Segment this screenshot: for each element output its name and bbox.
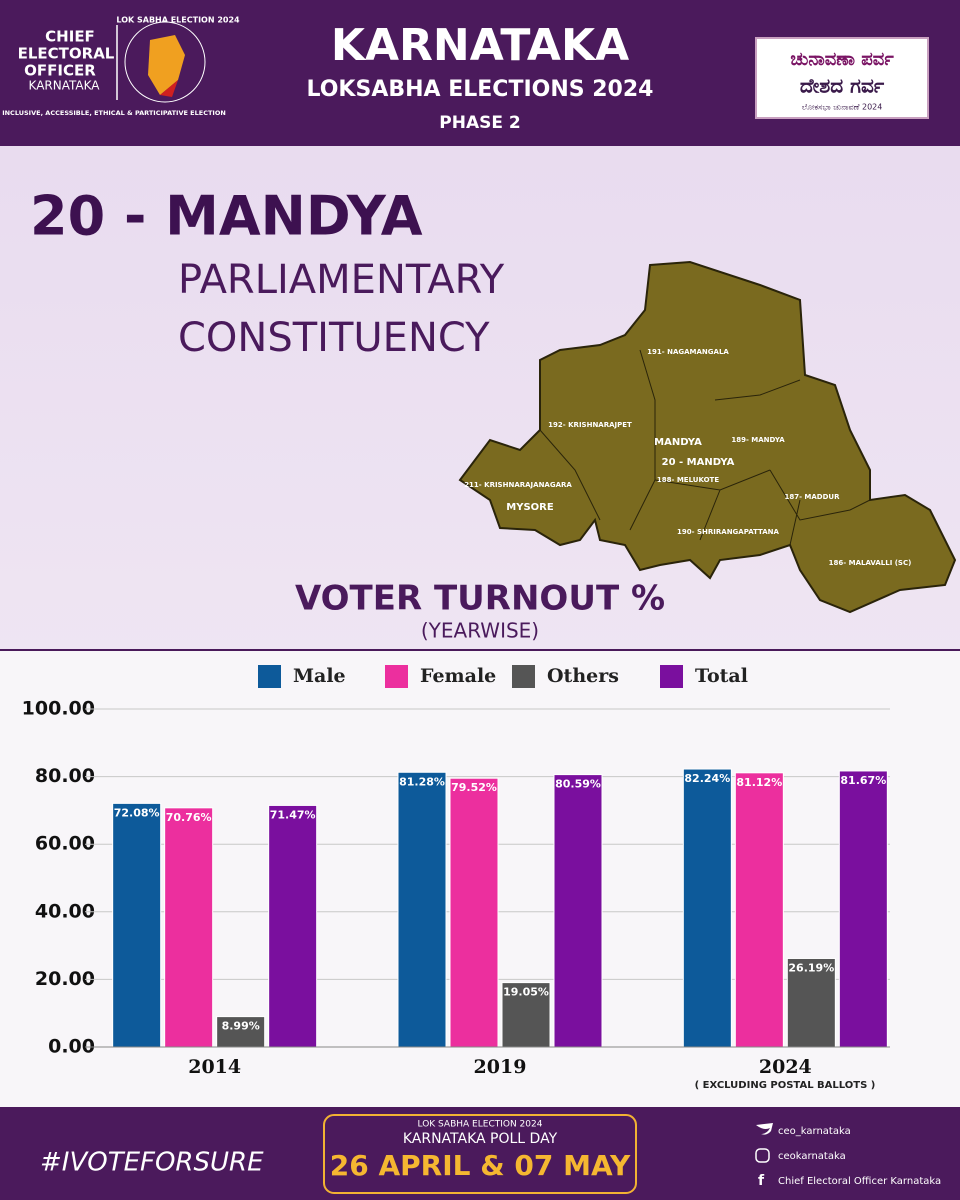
legend-label: Total xyxy=(695,665,748,687)
legend-swatch xyxy=(660,665,683,688)
logo-line: OFFICER xyxy=(24,62,96,80)
chart-subtitle: (YEARWISE) xyxy=(421,619,539,643)
y-tick-label: 20.00 xyxy=(35,968,95,990)
value-label: 70.76% xyxy=(166,811,212,824)
badge-box xyxy=(755,37,929,119)
ceo-logo: CHIEF ELECTORAL OFFICER KARNATAKA LOK SA… xyxy=(2,16,240,118)
logo-line: CHIEF xyxy=(45,28,95,46)
facebook-handle: Chief Electoral Officer Karnataka xyxy=(778,1176,941,1187)
y-tick-label: 100.00 xyxy=(22,698,95,720)
header-subtitle: LOKSABHA ELECTIONS 2024 xyxy=(307,77,654,102)
map-label: 211- KRISHNARAJANAGARA xyxy=(464,481,572,489)
poll-dates: 26 APRIL & 07 MAY xyxy=(330,1149,631,1182)
logo-ring xyxy=(124,21,206,103)
value-label: 81.28% xyxy=(399,775,445,788)
map-label: 191- NAGAMANGALA xyxy=(647,348,729,356)
legend-label: Others xyxy=(547,665,619,687)
badge-line: ಲೋಕಸಭಾ ಚುನಾವಣೆ 2024 xyxy=(802,103,883,112)
y-tick-label: 0.00 xyxy=(48,1036,95,1058)
badge-line: ಚುನಾವಣಾ ಪರ್ವ xyxy=(790,49,894,70)
legend-label: Male xyxy=(293,665,346,687)
x-tick-label: 2014 xyxy=(188,1056,241,1078)
y-tick-label: 60.00 xyxy=(35,833,95,855)
value-label: 82.24% xyxy=(684,772,730,785)
header-phase: PHASE 2 xyxy=(439,113,520,133)
map-label: MYSORE xyxy=(506,502,554,513)
bar xyxy=(786,957,836,1048)
bar xyxy=(682,768,732,1048)
logo-line: KARNATAKA xyxy=(29,79,101,93)
logo-tagline: INCLUSIVE, ACCESSIBLE, ETHICAL & PARTICI… xyxy=(2,109,226,117)
x-tick-label: 2024 xyxy=(759,1056,812,1078)
logo-ring-text: LOK SABHA ELECTION 2024 xyxy=(116,16,240,25)
map-label: 190- SHRIRANGAPATTANA xyxy=(677,528,779,536)
map-label: 192- KRISHNARAJPET xyxy=(548,421,632,429)
bar xyxy=(553,774,603,1048)
poll-label: KARNATAKA POLL DAY xyxy=(403,1131,558,1147)
map-shape xyxy=(458,260,957,614)
bar xyxy=(501,982,551,1048)
logo-map xyxy=(148,35,185,95)
constituency-name: 20 - MANDYA xyxy=(30,185,423,248)
value-label: 81.67% xyxy=(840,774,886,787)
map-label: 187- MADDUR xyxy=(784,493,840,501)
instagram-handle: ceokarnataka xyxy=(778,1151,846,1162)
map-label: 189- MANDYA xyxy=(731,436,785,444)
value-label: 8.99% xyxy=(222,1020,260,1033)
map-label: 188- MELUKOTE xyxy=(657,476,719,484)
logo-map xyxy=(160,80,178,97)
value-label: 26.19% xyxy=(788,961,834,974)
legend-swatch xyxy=(258,665,281,688)
y-tick-label: 40.00 xyxy=(35,900,95,922)
map-label: MANDYA xyxy=(654,437,702,448)
header-title: KARNATAKA xyxy=(331,20,629,71)
bar xyxy=(164,807,214,1048)
map-label: 186- MALAVALLI (SC) xyxy=(829,559,912,567)
legend-swatch xyxy=(512,665,535,688)
x-tick-label: 2019 xyxy=(474,1056,527,1078)
bar xyxy=(397,771,447,1048)
bar xyxy=(734,772,784,1048)
facebook-icon: f xyxy=(758,1173,765,1189)
poll-box xyxy=(323,1114,637,1194)
footer-bar xyxy=(0,1107,960,1200)
value-label: 80.59% xyxy=(555,778,601,791)
badge: ಚುನಾವಣಾ ಪರ್ವ ದೇಶದ ಗರ್ವ ಲೋಕಸಭಾ ಚುನಾವಣೆ 20… xyxy=(755,37,929,119)
y-tick-label: 80.00 xyxy=(35,765,95,787)
social: ceo_karnataka ceokarnataka f Chief Elect… xyxy=(755,1123,941,1189)
bar xyxy=(838,770,888,1048)
badge-line: ದೇಶದ ಗರ್ವ xyxy=(800,74,885,98)
map-labels: 191- NAGAMANGALA 192- KRISHNARAJPET MANDYA… xyxy=(464,348,911,567)
instagram-icon xyxy=(755,1148,770,1163)
constituency-map xyxy=(458,260,957,614)
twitter-icon xyxy=(756,1123,773,1135)
bar xyxy=(449,777,499,1048)
value-label: 81.12% xyxy=(736,776,782,789)
map-boundary xyxy=(539,349,871,546)
hashtag: #IVOTEFORSURE xyxy=(40,1148,264,1178)
bar-chart: 0.00 20.00 40.00 60.00 80.00 100.00 Male Female… xyxy=(22,665,890,1078)
legend-label: Female xyxy=(420,665,496,687)
map-label: 20 - MANDYA xyxy=(662,457,735,468)
constituency-kind: CONSTITUENCY xyxy=(178,315,490,361)
value-label: 72.08% xyxy=(114,806,160,819)
chart-title: VOTER TURNOUT % xyxy=(295,579,665,619)
constituency-kind: PARLIAMENTARY xyxy=(178,257,505,303)
legend-swatch xyxy=(385,665,408,688)
bar xyxy=(216,1016,266,1048)
twitter-handle: ceo_karnataka xyxy=(778,1126,851,1137)
logo-line: ELECTORAL xyxy=(18,45,115,63)
bar xyxy=(268,804,318,1048)
poll-kicker: LOK SABHA ELECTION 2024 xyxy=(418,1120,543,1130)
bar xyxy=(112,802,162,1048)
value-label: 19.05% xyxy=(503,986,549,999)
value-label: 79.52% xyxy=(451,781,497,794)
chart-note: ( EXCLUDING POSTAL BALLOTS ) xyxy=(695,1080,876,1091)
value-label: 71.47% xyxy=(270,808,316,821)
